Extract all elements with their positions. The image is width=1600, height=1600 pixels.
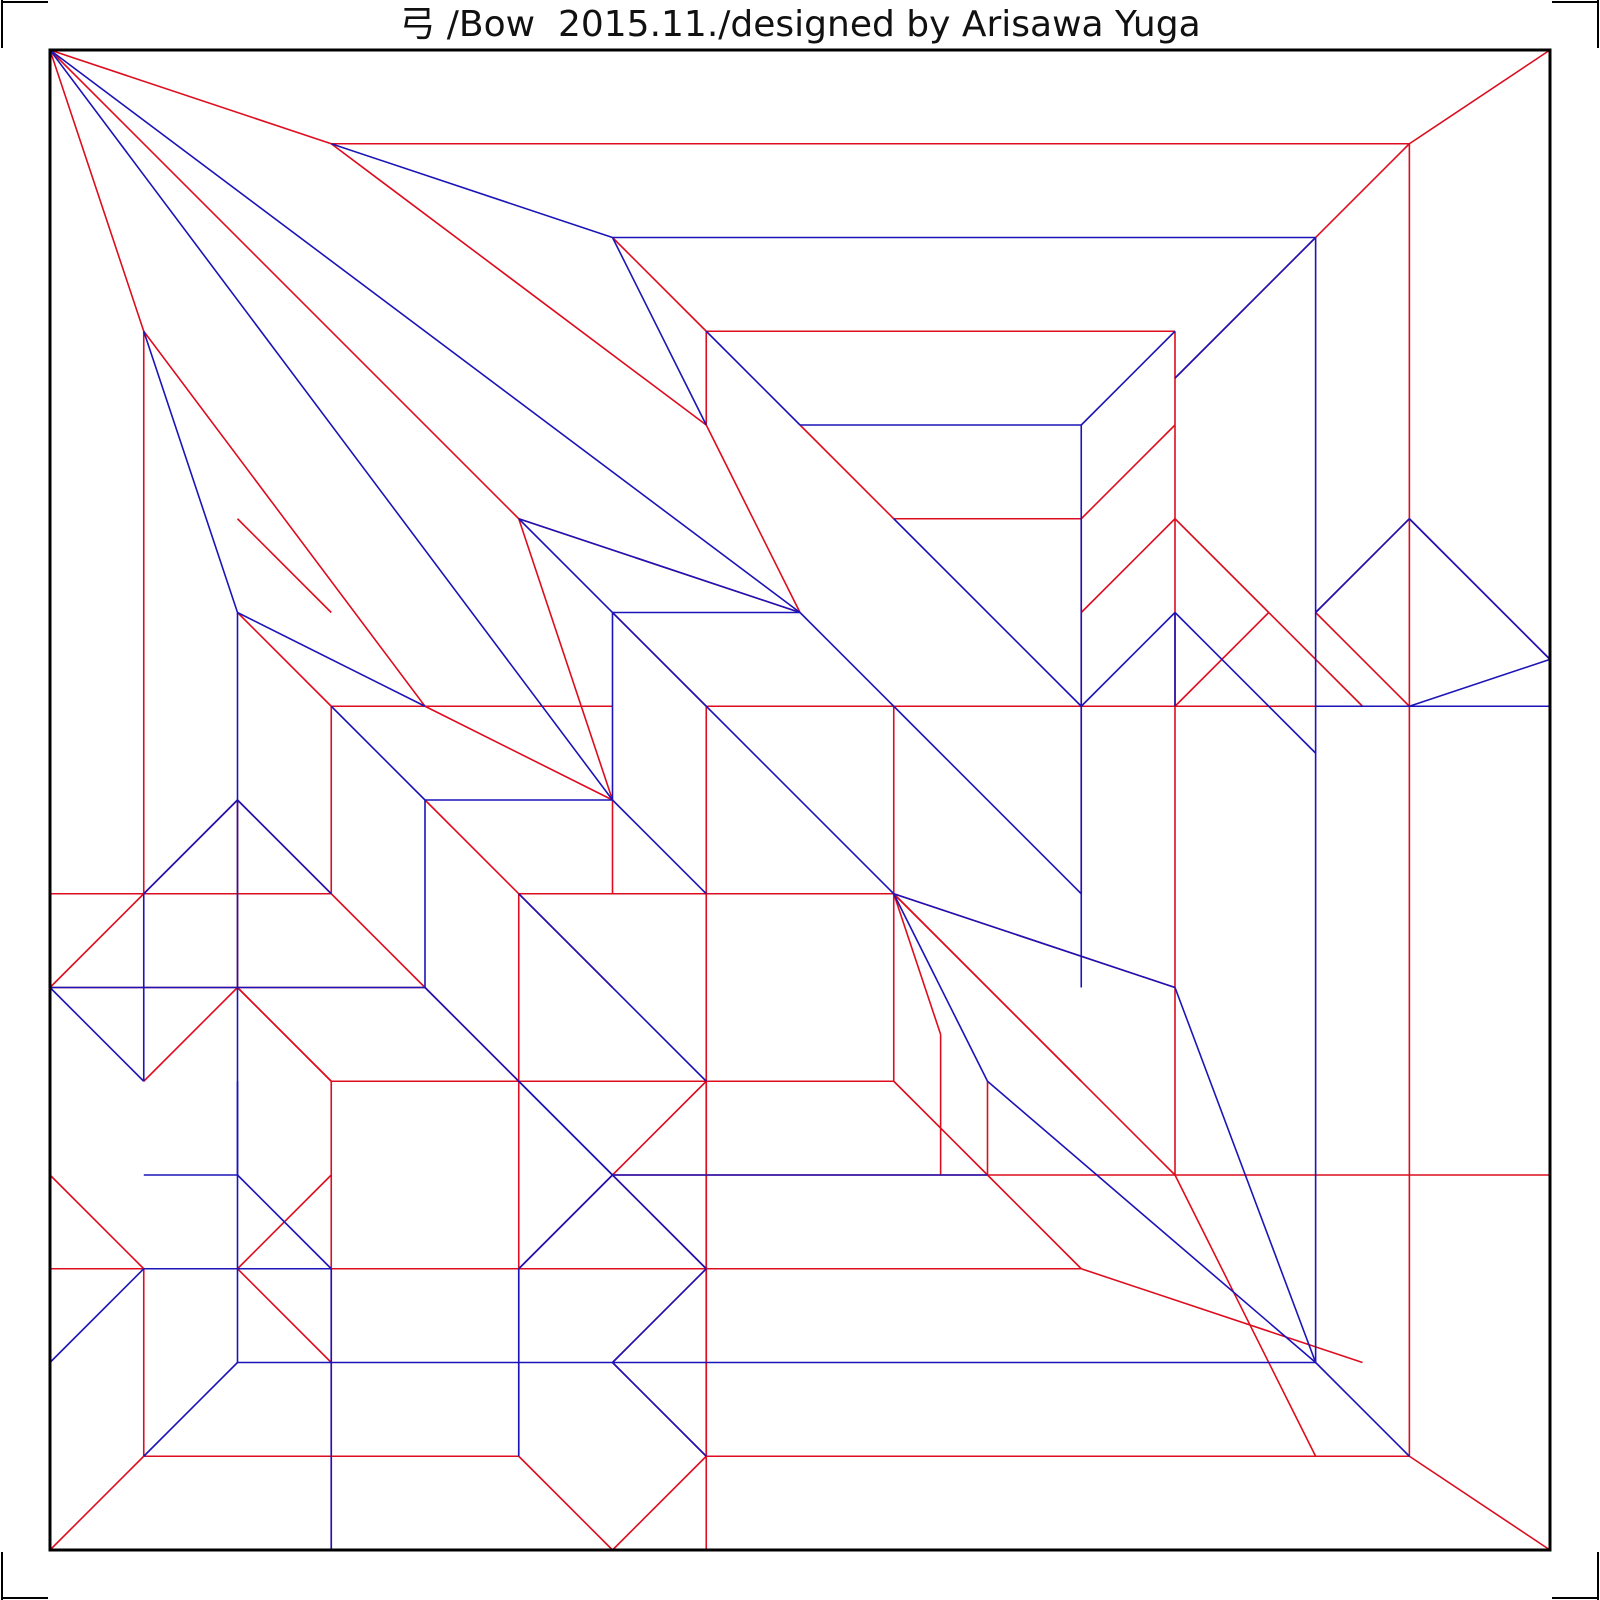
mountain-fold-35: [1315, 611, 1410, 707]
valley-fold-58: [518, 1174, 614, 1270]
mountain-fold-60: [236, 1268, 332, 1364]
mountain-fold-23: [236, 611, 332, 707]
mountain-fold-43: [143, 986, 239, 1082]
valley-fold-6: [1174, 236, 1317, 379]
valley-fold-31: [799, 611, 895, 707]
valley-fold-48: [49, 1268, 145, 1364]
mountain-fold-69: [1408, 1455, 1551, 1551]
valley-fold-21: [237, 611, 426, 707]
valley-fold-7: [705, 330, 801, 426]
valley-fold-1: [49, 49, 801, 614]
mountain-fold-51: [893, 893, 1176, 1176]
mountain-fold-13: [1408, 49, 1551, 145]
valley-fold-34: [1174, 987, 1317, 1363]
valley-fold-38: [49, 986, 145, 1082]
valley-fold-54: [236, 1174, 332, 1270]
corner-mark-1: [1552, 0, 1599, 48]
valley-fold-32: [893, 705, 1082, 895]
mountain-fold-0: [49, 49, 332, 145]
valley-fold-14: [1315, 518, 1410, 614]
valley-fold-13: [1174, 611, 1317, 754]
valley-fold-0: [49, 49, 614, 801]
valley-fold-30: [705, 705, 895, 895]
valley-fold-53: [143, 1361, 239, 1457]
valley-fold-10: [1080, 330, 1176, 426]
valley-fold-15: [1408, 518, 1551, 660]
mountain-fold-55: [1174, 1174, 1317, 1457]
valley-fold-41: [236, 799, 332, 895]
corner-mark-3: [1552, 1552, 1599, 1600]
valley-fold-40: [143, 799, 239, 895]
mountain-fold-58: [49, 1174, 145, 1270]
mountain-fold-4: [330, 143, 707, 426]
mountain-fold-5: [49, 49, 520, 520]
mountain-fold-79: [611, 1080, 707, 1176]
valley-fold-43: [518, 893, 707, 1082]
mountain-fold-29: [1174, 518, 1270, 614]
valley-fold-11: [893, 518, 1082, 707]
mountain-fold-18: [143, 330, 426, 707]
valley-fold-56: [1315, 1361, 1410, 1457]
valley-fold-12: [1080, 611, 1176, 707]
valley-fold-19: [518, 517, 801, 614]
valley-fold-3: [611, 237, 707, 426]
valley-folds: [49, 49, 1551, 1550]
mountain-fold-9: [705, 424, 801, 613]
mountain-fold-80: [236, 986, 332, 1082]
valley-fold-2: [330, 142, 613, 239]
mountain-fold-82: [236, 518, 332, 614]
mountain-fold-7: [611, 236, 707, 332]
valley-fold-57: [611, 1268, 707, 1364]
mountain-fold-2: [49, 49, 145, 332]
mountain-fold-54: [986, 1174, 1082, 1270]
valley-fold-20: [142, 330, 239, 613]
mountain-fold-37: [49, 893, 145, 989]
valley-fold-36: [986, 1080, 1317, 1364]
mountain-fold-57: [893, 1080, 989, 1176]
diagram-title: 弓 /Bow 2015.11./designed by Arisawa Yuga: [399, 4, 1201, 45]
mountain-fold-20: [517, 518, 614, 801]
valley-fold-52: [611, 1361, 707, 1457]
mountain-fold-67: [611, 1455, 707, 1551]
mountain-fold-31: [1080, 518, 1176, 614]
mountain-fold-16: [1080, 424, 1176, 520]
valley-fold-29: [611, 799, 707, 895]
mountain-fold-64: [49, 1455, 145, 1551]
mountain-fold-50: [892, 893, 942, 1035]
corner-mark-0: [1, 0, 48, 48]
mountain-fold-19: [424, 705, 613, 801]
valley-fold-16: [1409, 658, 1551, 708]
corner-mark-2: [1, 1552, 48, 1600]
paper-border: [48, 48, 1552, 1552]
mountain-fold-14: [799, 424, 895, 520]
valley-fold-28: [330, 705, 426, 801]
valley-fold-33: [893, 892, 1176, 989]
valley-fold-55: [518, 1080, 614, 1176]
mountain-fold-41: [330, 893, 426, 989]
valley-fold-35: [893, 893, 989, 1082]
mountain-fold-66: [518, 1455, 614, 1551]
